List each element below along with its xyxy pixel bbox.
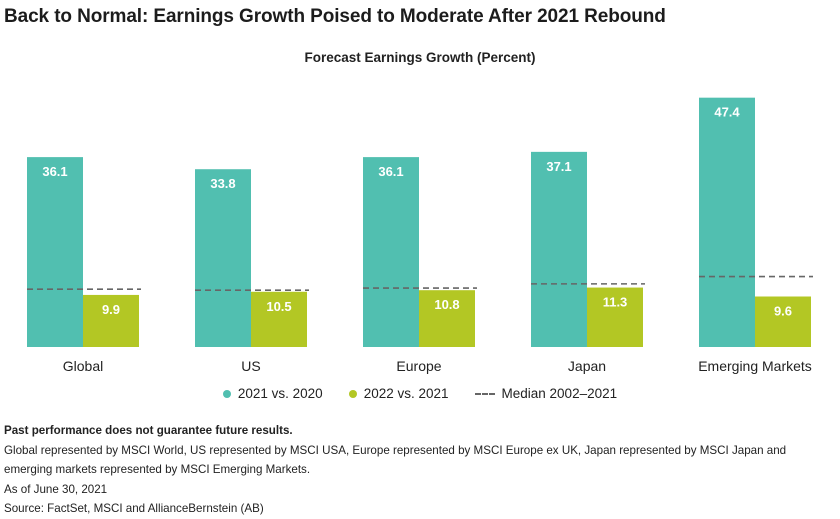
bar-global-2021 — [27, 157, 83, 347]
legend-swatch-series2 — [348, 389, 357, 398]
chart-title: Back to Normal: Earnings Growth Poised t… — [4, 6, 666, 27]
data-label-us-2022: 10.5 — [266, 299, 291, 314]
legend-item-median: Median 2002–2021 — [474, 386, 618, 401]
legend-item-series1: 2021 vs. 2020 — [222, 386, 323, 401]
category-label-global: Global — [63, 358, 103, 374]
category-label-emerging-markets: Emerging Markets — [698, 358, 812, 374]
date-note: As of June 30, 2021 — [4, 482, 108, 496]
data-label-global-2021: 36.1 — [42, 164, 67, 179]
legend-label-series2: 2022 vs. 2021 — [363, 386, 449, 401]
bar-us-2022 — [251, 291, 307, 347]
bar-japan-2022 — [587, 287, 643, 347]
legend-label-median: Median 2002–2021 — [501, 386, 618, 401]
data-label-japan-2021: 37.1 — [546, 159, 571, 174]
legend-item-series2: 2022 vs. 2021 — [348, 386, 449, 401]
data-label-europe-2022: 10.8 — [434, 297, 459, 312]
category-label-us: US — [241, 358, 260, 374]
bar-japan-2021 — [531, 151, 587, 347]
data-label-europe-2021: 36.1 — [378, 164, 403, 179]
bar-europe-2022 — [419, 290, 475, 347]
data-label-global-2022: 9.9 — [102, 302, 120, 317]
chart-subtitle: Forecast Earnings Growth (Percent) — [304, 50, 536, 65]
data-label-emerging-markets-2022: 9.6 — [774, 304, 792, 319]
bar-emerging-markets-2022 — [755, 296, 811, 347]
bar-europe-2021 — [363, 157, 419, 347]
data-label-emerging-markets-2021: 47.4 — [714, 105, 740, 120]
data-label-us-2021: 33.8 — [210, 176, 235, 191]
indices-note: Global represented by MSCI World, US rep… — [4, 443, 787, 477]
bar-global-2022 — [83, 294, 139, 347]
bar-emerging-markets-2021 — [699, 97, 755, 348]
legend: 2021 vs. 2020 2022 vs. 2021 Median 2002–… — [0, 386, 840, 401]
bar-chart: 36.1 9.9 Global 33.8 10.5 US 36.1 10.8 Europe 37.… — [27, 97, 813, 374]
legend-swatch-median — [474, 392, 495, 395]
category-label-japan: Japan — [568, 358, 606, 374]
footnotes: Past performance does not guarantee futu… — [4, 421, 834, 519]
legend-label-series1: 2021 vs. 2020 — [237, 386, 323, 401]
data-label-japan-2022: 11.3 — [603, 295, 628, 310]
source-note: Source: FactSet, MSCI and AllianceBernst… — [4, 502, 264, 515]
category-label-europe: Europe — [396, 358, 441, 374]
legend-swatch-series1 — [222, 389, 231, 398]
disclaimer-note: Past performance does not guarantee futu… — [4, 424, 293, 437]
bar-us-2021 — [195, 169, 251, 347]
